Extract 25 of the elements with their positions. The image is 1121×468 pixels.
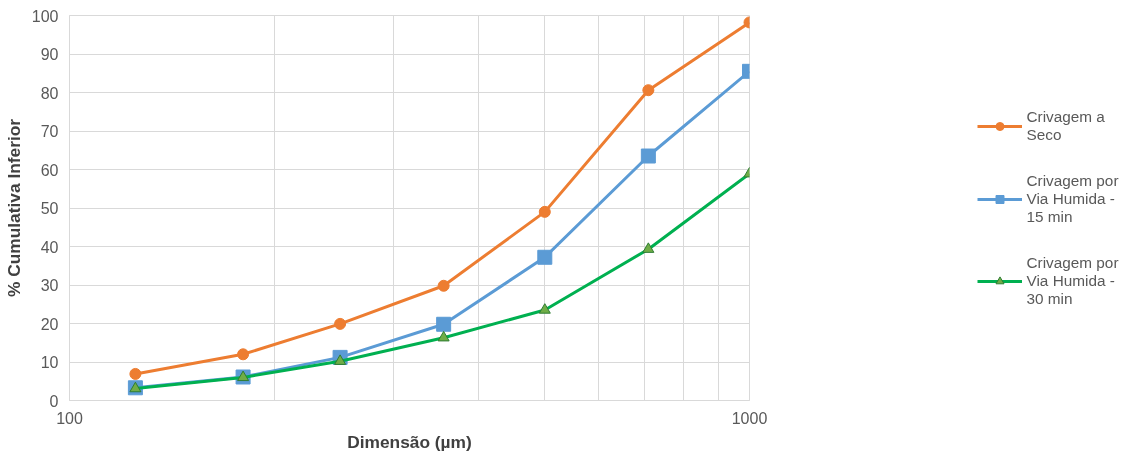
y-tick-label: 10 bbox=[40, 354, 59, 371]
y-tick-label: 60 bbox=[40, 161, 59, 179]
point bbox=[537, 249, 553, 265]
y-tick-label: 90 bbox=[40, 46, 59, 63]
legend-label: Crivagem por Via Humida - 15 min bbox=[1026, 171, 1119, 226]
y-tick-label: 100 bbox=[31, 7, 59, 25]
y-tick-label: 0 bbox=[49, 392, 59, 410]
point bbox=[538, 205, 551, 218]
y-tick-label: 70 bbox=[40, 123, 59, 140]
point bbox=[334, 317, 347, 330]
point bbox=[640, 148, 656, 164]
y-tick-label: 80 bbox=[40, 84, 59, 102]
y-tick-label: 50 bbox=[40, 200, 59, 217]
y-tick-label: 40 bbox=[40, 238, 59, 256]
y-tick-label: 30 bbox=[40, 277, 59, 294]
y-tick-label: 20 bbox=[40, 315, 59, 333]
legend-label: Crivagem a Seco bbox=[1026, 107, 1105, 144]
point bbox=[437, 279, 450, 292]
x-tick-label: 1000 bbox=[731, 409, 768, 427]
legend-label: Crivagem por Via Humida - 30 min bbox=[1026, 253, 1119, 308]
x-axis-title: Dimensão (µm) bbox=[347, 431, 472, 452]
y-axis-title: % Cumulativa Inferior bbox=[3, 118, 24, 298]
point bbox=[436, 316, 452, 332]
point bbox=[129, 367, 142, 380]
point bbox=[642, 84, 655, 97]
